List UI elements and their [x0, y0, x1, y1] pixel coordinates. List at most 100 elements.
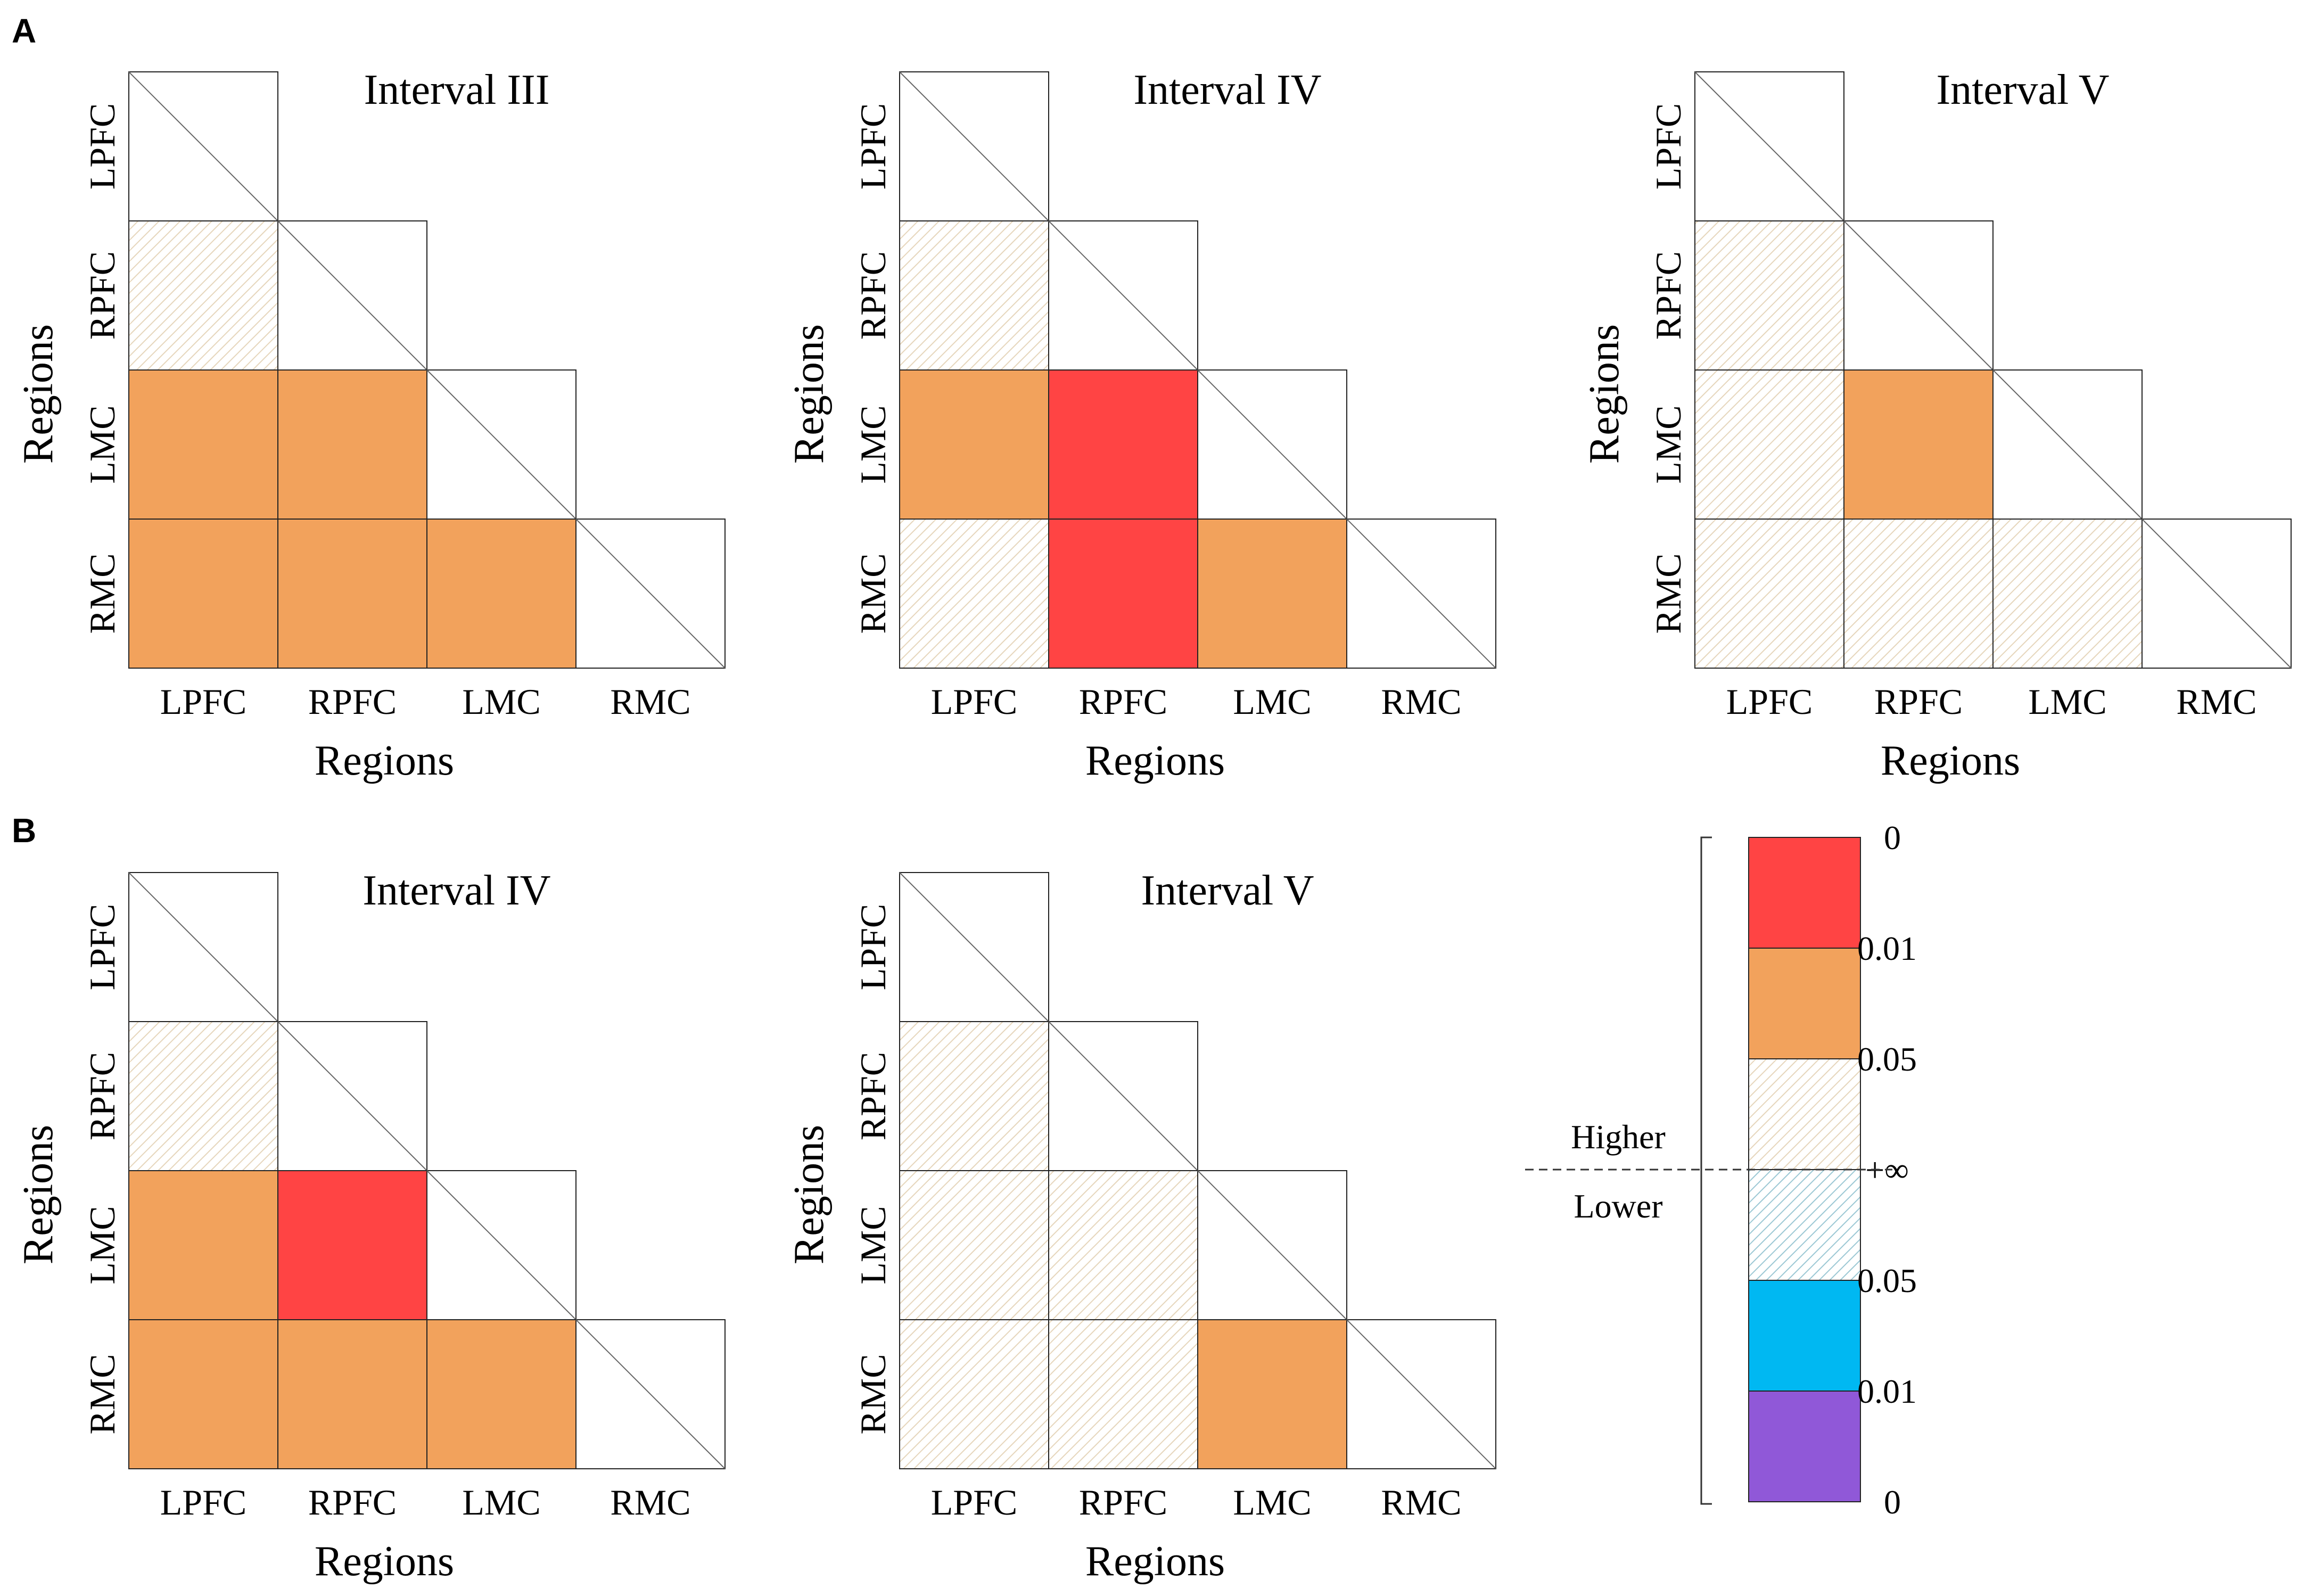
x-tick-rpfc: RPFC [1079, 681, 1167, 722]
y-tick-rpfc: RPFC [1648, 251, 1689, 340]
y-tick-rmc: RMC [853, 1354, 893, 1434]
y-axis-title: Regions [786, 1125, 833, 1264]
legend-swatch-higher-p-gt-0-05 [1748, 1058, 1861, 1170]
cell-rmc-lmc [1197, 519, 1347, 669]
legend-swatch-lower-p-0-01-0-05 [1748, 1280, 1861, 1392]
y-axis-title: Regions [15, 324, 62, 464]
heatmap-b-interval-v: Interval V LPFC RPFC LMC RMC Regions LPFC RPFC L… [786, 867, 1496, 1585]
y-tick-lmc: LMC [853, 405, 893, 483]
x-tick-lmc: LMC [1233, 681, 1311, 722]
cell-lmc-lpfc [1694, 369, 1844, 520]
y-tick-rmc: RMC [853, 553, 893, 634]
y-tick-lpfc: LPFC [853, 904, 893, 991]
x-tick-rpfc: RPFC [308, 1482, 397, 1523]
x-tick-lpfc: LPFC [931, 681, 1018, 722]
cell-rpfc-lpfc [899, 1021, 1049, 1171]
diagonal-rpfc [277, 1021, 427, 1171]
diagonal-rpfc [1843, 220, 1994, 371]
diagonal-lpfc [899, 872, 1049, 1022]
cell-lmc-rpfc [277, 1170, 427, 1320]
x-tick-rpfc: RPFC [1874, 681, 1963, 722]
x-tick-lmc: LMC [1233, 1482, 1311, 1523]
chart-title: Interval V [1936, 67, 2109, 113]
cell-rmc-lmc [426, 1319, 576, 1469]
legend-tick-2: 0.05 [1857, 1040, 1917, 1078]
x-axis-title: Regions [315, 737, 454, 784]
legend-swatch-higher-p-0-01-0-05 [1748, 948, 1861, 1059]
y-tick-lmc: LMC [82, 405, 122, 483]
legend-tick-1: 0.01 [1857, 929, 1917, 967]
diagonal-lpfc [899, 71, 1049, 221]
cell-rmc-lpfc [128, 1319, 278, 1469]
legend-tick-6: 0 [1884, 1483, 1901, 1521]
cell-rmc-lpfc [899, 1319, 1049, 1469]
x-tick-rpfc: RPFC [308, 681, 397, 722]
y-tick-lmc: LMC [1648, 405, 1689, 483]
cell-lmc-lpfc [899, 1170, 1049, 1320]
cell-rmc-rpfc [1843, 519, 1994, 669]
x-tick-lmc: LMC [462, 681, 540, 722]
chart-title: Interval IV [1133, 67, 1321, 113]
diagonal-lmc [426, 1170, 576, 1320]
panel-label-b: B [12, 811, 36, 850]
cell-rmc-lmc [426, 519, 576, 669]
cell-rmc-lpfc [1694, 519, 1844, 669]
y-tick-lmc: LMC [82, 1206, 122, 1284]
panel-label-a: A [12, 12, 36, 50]
y-tick-lpfc: LPFC [1648, 103, 1689, 190]
y-tick-lmc: LMC [853, 1206, 893, 1284]
cell-rpfc-lpfc [899, 220, 1049, 371]
diagonal-rmc [1346, 519, 1496, 669]
x-tick-lpfc: LPFC [160, 681, 247, 722]
x-tick-lpfc: LPFC [931, 1482, 1018, 1523]
diagonal-rpfc [1048, 1021, 1198, 1171]
x-tick-lmc: LMC [2028, 681, 2106, 722]
legend-swatch-lower-p-gt-0-05 [1748, 1169, 1861, 1281]
y-tick-lpfc: LPFC [82, 103, 122, 190]
legend-tick-4: 0.05 [1857, 1262, 1917, 1299]
chart-title: Interval V [1141, 867, 1314, 914]
cell-rmc-lmc [1197, 1319, 1347, 1469]
cell-rmc-rpfc [277, 519, 427, 669]
heatmaps: Interval III LPFC RPFC LMC RMC Regions LPFC RPF… [15, 67, 2292, 1585]
diagonal-lmc [1197, 1170, 1347, 1320]
diagonal-rmc [575, 1319, 726, 1469]
y-axis-title: Regions [786, 324, 833, 464]
cell-lmc-rpfc [277, 369, 427, 520]
y-tick-rmc: RMC [1648, 553, 1689, 634]
cell-lmc-rpfc [1048, 369, 1198, 520]
x-tick-rmc: RMC [1381, 681, 1461, 722]
cell-rmc-rpfc [277, 1319, 427, 1469]
cell-lmc-lpfc [899, 369, 1049, 520]
x-tick-lpfc: LPFC [1726, 681, 1813, 722]
heatmap-a-interval-v: Interval V LPFC RPFC LMC RMC Regions LPFC RPFC L… [1581, 67, 2292, 784]
legend-lower-label: Lower [1574, 1187, 1662, 1225]
y-tick-rmc: RMC [82, 553, 122, 634]
legend-higher-label: Higher [1571, 1118, 1666, 1156]
x-axis-title: Regions [1085, 1538, 1225, 1585]
legend-tick-5: 0.01 [1857, 1372, 1917, 1410]
cell-rpfc-lpfc [128, 220, 278, 371]
y-axis-title: Regions [1581, 324, 1628, 464]
cell-rmc-lmc [1992, 519, 2143, 669]
y-tick-lpfc: LPFC [82, 904, 122, 991]
x-axis-title: Regions [1085, 737, 1225, 784]
y-tick-rmc: RMC [82, 1354, 122, 1434]
x-tick-rmc: RMC [610, 681, 690, 722]
cell-rmc-rpfc [1048, 1319, 1198, 1469]
x-tick-rmc: RMC [2176, 681, 2256, 722]
diagonal-rmc [2141, 519, 2292, 669]
y-tick-rpfc: RPFC [82, 251, 122, 340]
diagonal-rmc [1346, 1319, 1496, 1469]
y-tick-lpfc: LPFC [853, 103, 893, 190]
heatmap-a-interval-iii: Interval III LPFC RPFC LMC RMC Regions LPFC RPF… [15, 67, 726, 784]
cell-rmc-rpfc [1048, 519, 1198, 669]
diagonal-rmc [575, 519, 726, 669]
cell-lmc-lpfc [128, 1170, 278, 1320]
x-tick-rpfc: RPFC [1079, 1482, 1167, 1523]
diagonal-lmc [1197, 369, 1347, 520]
heatmap-b-interval-iv: Interval IV LPFC RPFC LMC RMC Regions LPFC RPFC… [15, 867, 726, 1585]
chart-title: Interval III [364, 67, 550, 113]
cell-rmc-lpfc [128, 519, 278, 669]
